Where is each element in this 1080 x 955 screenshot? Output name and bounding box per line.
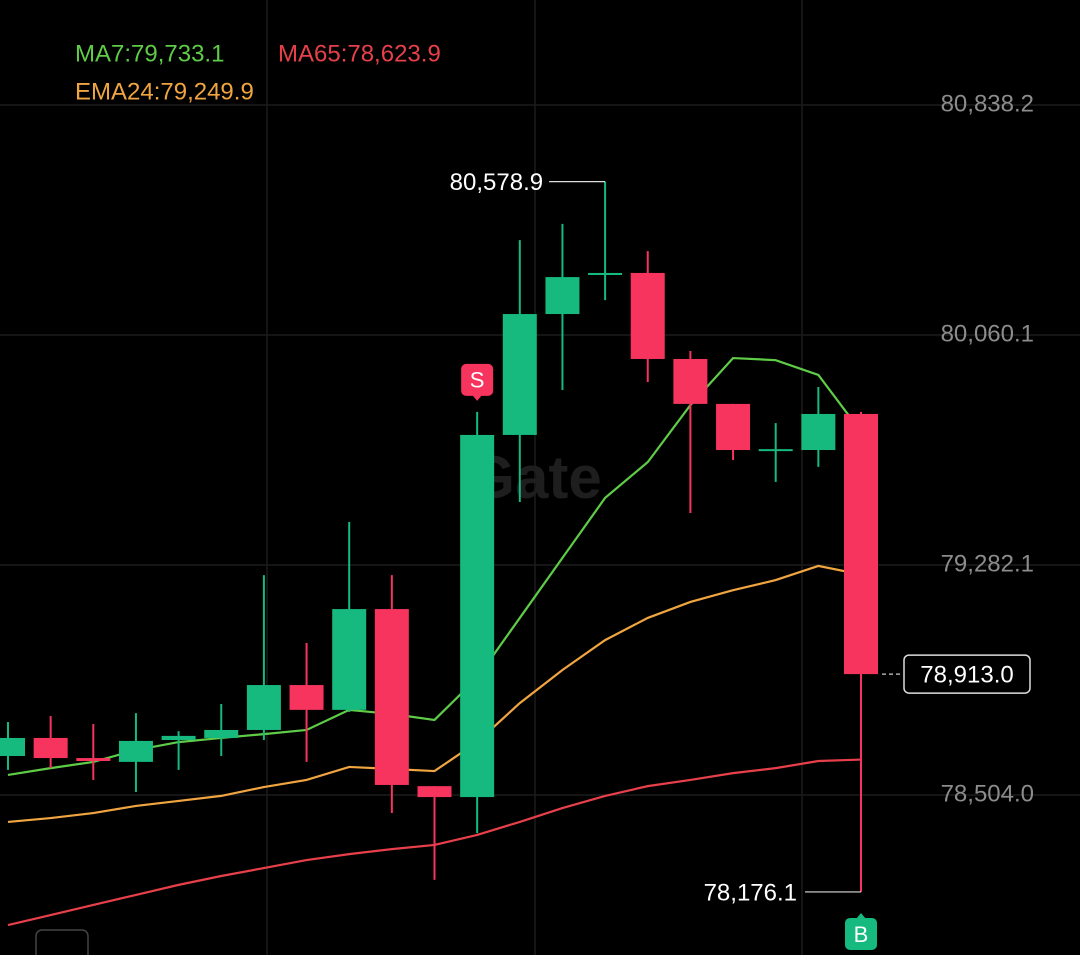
candle-body (673, 358, 708, 404)
candle-body (801, 413, 836, 451)
candle-body (204, 729, 239, 738)
y-tick-label: 80,060.1 (941, 320, 1034, 347)
grid: 78,504.0 79,282.1 80,060.1 80,838.2 (0, 90, 1080, 807)
price-box (903, 654, 1031, 694)
legend-entry: MA7:79,733.1 (75, 40, 224, 67)
candle-body (588, 272, 623, 276)
candle-body (161, 735, 196, 741)
candle-body (118, 740, 153, 762)
y-tick-label: 78,504.0 (941, 780, 1034, 807)
signal-badge (461, 363, 494, 396)
signal-label: B (854, 922, 869, 947)
y-tick-label: 80,838.2 (941, 90, 1034, 117)
corner-button[interactable] (35, 929, 89, 955)
high-label: 80,578.9 (450, 169, 543, 196)
candle-body (502, 314, 537, 435)
signal-badge (845, 917, 877, 950)
signal-pointer (472, 394, 483, 401)
price-label: 78,913.0 (920, 661, 1013, 688)
candle-body (545, 277, 580, 315)
candle-body (332, 609, 367, 710)
candle-body (630, 272, 665, 359)
candle-body (289, 685, 324, 710)
candle-body (716, 403, 751, 451)
legend-entry: MA65:78,623.9 (278, 40, 441, 67)
indicator-line (7, 564, 862, 824)
signal-label: S (470, 368, 485, 393)
candle-body (460, 434, 495, 798)
candle-body (417, 786, 452, 798)
candle-body (0, 737, 25, 756)
candle-body (246, 685, 281, 730)
candles (0, 181, 878, 892)
legend-entry: EMA24:79,249.9 (75, 78, 254, 105)
low-label: 78,176.1 (704, 879, 797, 906)
y-tick-label: 79,282.1 (941, 550, 1034, 577)
overlay: 80,578.9 78,176.1 78,913.0 S B (450, 169, 1031, 950)
signal-pointer (856, 912, 866, 919)
candle-body (33, 737, 68, 759)
candle-body (844, 413, 878, 675)
candle-body (374, 609, 409, 785)
candle-body (76, 758, 111, 762)
candle-body (758, 449, 793, 452)
